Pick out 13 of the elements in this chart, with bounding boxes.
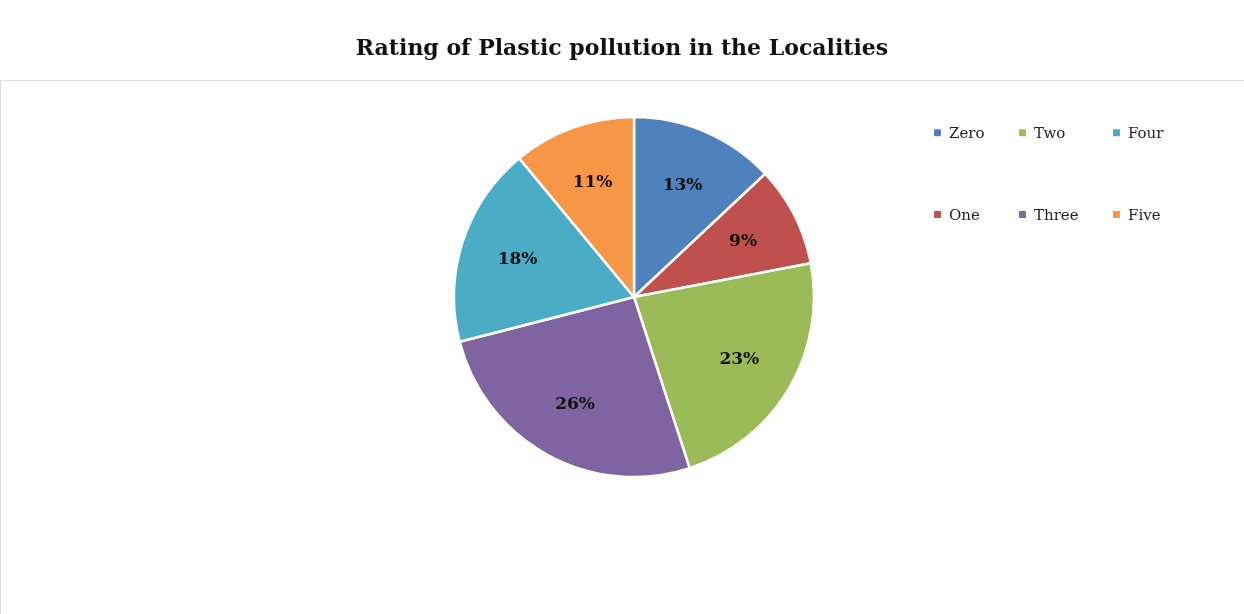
chart-title: Rating of Plastic pollution in the Localities (355, 34, 889, 60)
data-label: 13% (662, 173, 703, 194)
legend-label: Three (1034, 205, 1079, 224)
legend-label: Five (1128, 205, 1161, 224)
data-label: 23% (719, 348, 760, 369)
legend-label: Zero (949, 123, 985, 142)
data-label: 9% (729, 230, 758, 251)
legend-label: One (949, 205, 980, 224)
legend-label: Two (1034, 123, 1066, 142)
data-label: 11% (572, 170, 613, 191)
data-label: 26% (555, 393, 595, 414)
legend-label: Four (1128, 123, 1165, 142)
data-label: 18% (497, 248, 538, 269)
